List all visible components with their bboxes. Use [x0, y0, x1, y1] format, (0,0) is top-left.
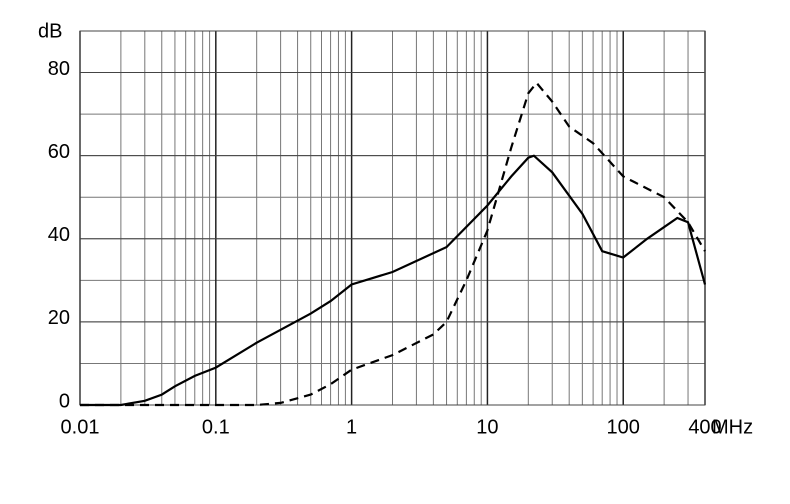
x-axis-label: MHz: [712, 416, 753, 438]
y-tick-label: 60: [48, 141, 70, 163]
data-line: [80, 154, 707, 407]
y-tick-label: 0: [59, 390, 70, 412]
x-tick-label: 0.01: [61, 416, 100, 438]
data-line: [80, 81, 706, 407]
x-tick-label: 100: [607, 416, 640, 438]
y-axis-label: dB: [38, 20, 62, 42]
y-tick-label: 80: [48, 58, 70, 80]
x-tick-label: 10: [476, 416, 498, 438]
y-tick-label: 20: [48, 307, 70, 329]
plot-frame: [79, 30, 706, 406]
x-tick-label: 400: [688, 416, 721, 438]
y-tick-label: 40: [48, 224, 70, 246]
x-tick-label: 0.1: [202, 416, 230, 438]
x-tick-label: 1: [346, 416, 357, 438]
